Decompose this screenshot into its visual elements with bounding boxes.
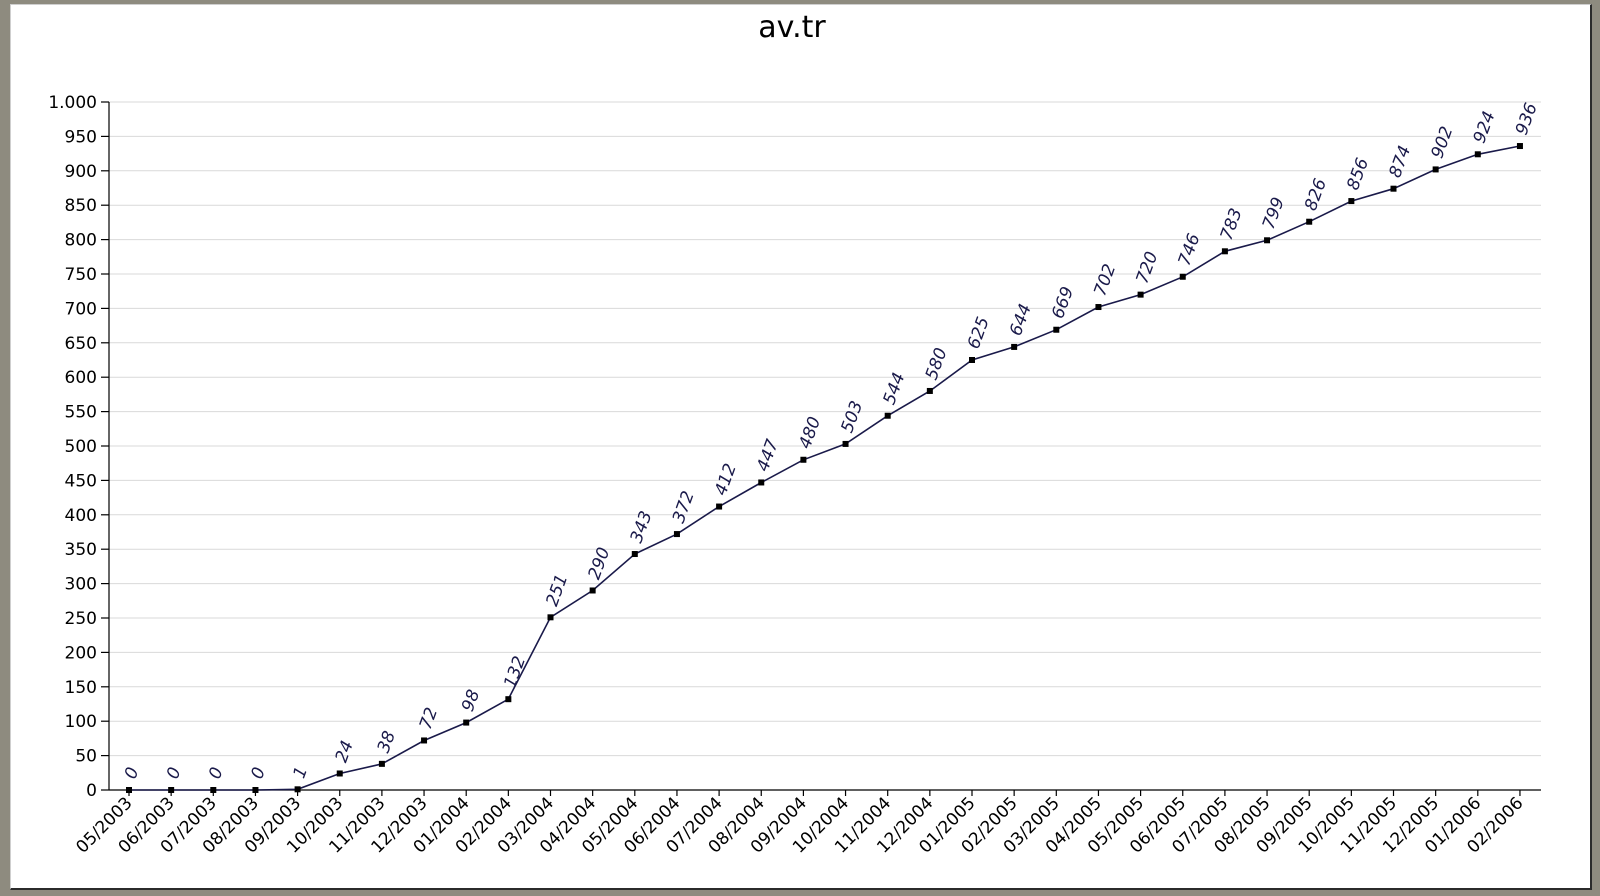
- data-point: [716, 503, 723, 510]
- series-line: [129, 145, 1521, 791]
- data-label: 924: [1470, 109, 1500, 146]
- data-label: 720: [1133, 249, 1163, 286]
- data-point: [378, 760, 385, 767]
- data-point: [168, 787, 175, 793]
- y-tick-label: 750: [65, 265, 97, 285]
- data-label: 544: [880, 370, 910, 407]
- data-point: [800, 456, 807, 463]
- y-tick-label: 950: [65, 127, 97, 147]
- data-markers: [126, 143, 1523, 793]
- data-label: 644: [1006, 301, 1036, 338]
- data-label: 412: [711, 461, 741, 498]
- data-point: [547, 614, 554, 621]
- y-tick-label: 850: [65, 196, 97, 216]
- data-point: [1432, 166, 1439, 173]
- x-tick-labels: 05/200306/200307/200308/200309/200310/20…: [72, 793, 1527, 857]
- data-point: [1221, 248, 1228, 255]
- y-tick-label: 150: [65, 678, 97, 698]
- data-label: 1: [290, 764, 312, 781]
- data-label: 669: [1048, 284, 1078, 321]
- data-point: [758, 479, 765, 486]
- data-point: [1053, 326, 1060, 333]
- line-chart: av.tr 0501001502002503003504004505005506…: [48, 10, 1542, 857]
- data-point: [884, 412, 891, 419]
- data-point: [926, 387, 933, 394]
- data-point: [336, 770, 343, 777]
- data-point: [210, 787, 217, 793]
- y-tick-label: 900: [65, 162, 97, 182]
- data-label: 503: [837, 398, 867, 435]
- data-label: 783: [1217, 206, 1247, 243]
- y-tick-label: 200: [65, 643, 97, 663]
- data-label: 826: [1301, 176, 1331, 214]
- data-point: [1306, 218, 1313, 225]
- data-point: [1516, 143, 1523, 150]
- y-tick-label: 450: [65, 471, 97, 491]
- data-point: [1137, 291, 1144, 298]
- data-label: 251: [542, 572, 572, 609]
- data-label: 702: [1090, 261, 1120, 298]
- axes: [101, 101, 1541, 796]
- data-label: 290: [585, 545, 615, 582]
- y-tick-label: 700: [65, 299, 97, 319]
- data-point: [1095, 304, 1102, 311]
- y-tick-label: 250: [65, 609, 97, 629]
- chart-panel: av.tr 0 50 100 150 200 250 300 350 400 450 500 550 6…: [10, 4, 1592, 890]
- data-point: [1179, 273, 1186, 280]
- data-label: 746: [1175, 231, 1205, 269]
- data-label: 874: [1385, 143, 1415, 180]
- data-label: 24: [332, 738, 358, 765]
- y-tick-labels: 0 50 100 150 200 250 300 350 400 450 500 550 600 650 7…: [48, 93, 97, 801]
- data-point: [1348, 198, 1355, 205]
- data-point: [673, 531, 680, 538]
- data-point: [126, 787, 132, 793]
- y-tick-label: 500: [65, 437, 97, 457]
- data-label: 447: [753, 437, 783, 475]
- data-label: 0: [163, 765, 185, 782]
- data-point: [842, 440, 849, 447]
- data-label: 625: [964, 314, 994, 351]
- data-label: 98: [458, 687, 484, 714]
- y-tick-label: 300: [65, 575, 97, 595]
- data-label: 343: [627, 508, 657, 545]
- y-tick-label: 100: [65, 712, 97, 732]
- y-tick-label: 800: [65, 231, 97, 251]
- data-label: 0: [205, 765, 227, 782]
- data-label: 372: [669, 488, 699, 525]
- data-label: 0: [247, 765, 269, 782]
- data-label: 132: [500, 654, 530, 691]
- y-tick-label: 550: [65, 403, 97, 423]
- data-point: [294, 786, 301, 793]
- data-point: [1011, 343, 1018, 350]
- data-point: [1474, 151, 1481, 158]
- data-label: 936: [1512, 100, 1542, 138]
- data-label: 799: [1259, 195, 1289, 232]
- y-tick-label: 50: [75, 747, 97, 767]
- series-line: [129, 145, 1521, 791]
- data-label: 38: [374, 728, 400, 755]
- data-point: [1390, 185, 1397, 192]
- data-point: [589, 587, 596, 594]
- data-point: [421, 737, 428, 744]
- data-point: [631, 551, 638, 558]
- y-tick-label: 350: [65, 540, 97, 560]
- data-label: 856: [1343, 155, 1373, 193]
- data-point: [1264, 237, 1271, 244]
- data-point: [463, 719, 470, 726]
- y-tick-label: 1.000: [48, 93, 97, 113]
- chart-title: av.tr: [758, 10, 826, 45]
- data-point: [969, 357, 975, 363]
- data-point: [505, 696, 512, 703]
- grid-lines: [109, 101, 1541, 757]
- y-tick-label: 600: [65, 368, 97, 388]
- y-tick-label: 400: [65, 506, 97, 526]
- data-label: 0: [121, 765, 143, 782]
- data-point: [252, 787, 259, 793]
- data-label: 72: [416, 705, 442, 732]
- y-tick-label: 0: [86, 781, 97, 801]
- y-tick-label: 650: [65, 334, 97, 354]
- data-label: 902: [1428, 124, 1458, 161]
